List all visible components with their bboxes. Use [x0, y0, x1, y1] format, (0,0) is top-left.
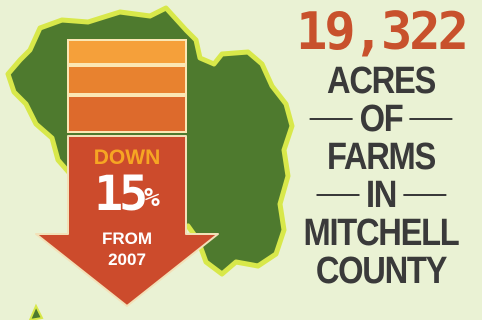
- corner-leaf-icon: [28, 303, 44, 320]
- headline-word-of: OF: [359, 98, 404, 140]
- headline-word-in: IN: [365, 174, 397, 216]
- headline-line-in: IN: [299, 176, 462, 214]
- headline: 19,322 ACRES OF FARMS IN MITCHELL COUNTY: [286, 2, 476, 290]
- headline-line-county: COUNTY: [315, 250, 448, 292]
- arrow-bar-middle: [67, 65, 187, 95]
- headline-line-mitchell: MITCHELL: [303, 212, 460, 254]
- headline-line-farms: FARMS: [327, 136, 436, 178]
- arrow-from-label: FROM: [101, 229, 153, 248]
- arrow-bar-bottom: [67, 95, 187, 133]
- headline-line-of: OF: [299, 100, 462, 138]
- arrow-direction-label: DOWN: [93, 146, 161, 169]
- acres-number: 19,322: [296, 2, 469, 62]
- arrow-percent-sign: %: [144, 183, 160, 213]
- arrow-percent-number: 15: [94, 166, 148, 222]
- arrow-year: 2007: [108, 250, 146, 269]
- arrow-bar-top: [67, 39, 187, 65]
- headline-line-acres: ACRES: [327, 60, 436, 102]
- down-arrow: [35, 135, 219, 307]
- arrow-percent: 15%: [68, 168, 186, 220]
